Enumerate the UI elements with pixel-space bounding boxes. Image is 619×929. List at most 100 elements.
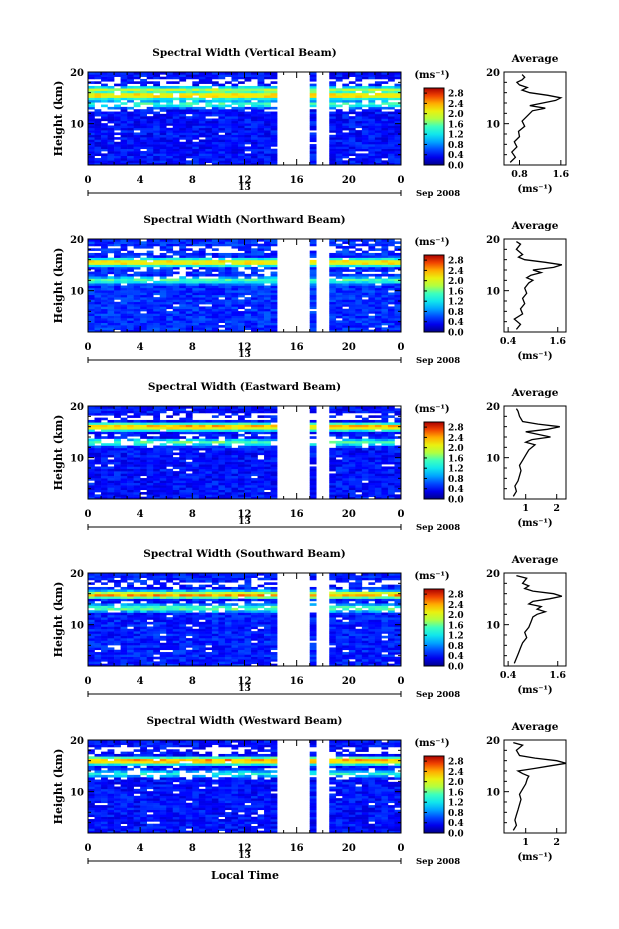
heatmap-cell <box>166 315 174 319</box>
heatmap-cell <box>198 299 206 303</box>
heatmap-cell <box>309 315 317 319</box>
heatmap-cell <box>88 266 95 270</box>
heatmap-cell <box>329 74 337 77</box>
heatmap-cell <box>335 273 343 277</box>
heatmap-cell <box>335 408 343 411</box>
heatmap-cell <box>211 325 219 328</box>
heatmap-cell <box>224 151 232 154</box>
heatmap-cell <box>205 153 213 157</box>
heatmap-cell <box>94 663 102 667</box>
heatmap-cell <box>361 417 369 421</box>
heatmap-cell <box>140 252 147 256</box>
heatmap-cell <box>179 320 187 324</box>
heatmap-cell <box>237 283 245 286</box>
heatmap-cell <box>394 144 402 147</box>
heatmap-cell <box>198 426 206 430</box>
heatmap-cell <box>94 262 102 265</box>
heatmap-cell <box>127 278 134 282</box>
average-frame <box>503 71 567 166</box>
heatmap-cell <box>205 475 213 479</box>
heatmap-cell <box>342 120 350 124</box>
heatmap-cell <box>244 482 252 486</box>
day-label: 13 <box>238 350 251 360</box>
heatmap-cell <box>224 137 232 140</box>
heatmap-cell <box>257 445 265 449</box>
heatmap-cell <box>348 245 356 249</box>
heatmap-cell <box>127 239 134 242</box>
heatmap-cell <box>133 292 141 296</box>
heatmap-cell <box>179 475 187 479</box>
heatmap-cell <box>251 257 258 261</box>
heatmap-cell <box>133 496 141 500</box>
heatmap-cell <box>368 83 376 87</box>
heatmap-cell <box>127 153 134 157</box>
heatmap-cell <box>127 76 134 80</box>
heatmap-cell <box>211 431 219 435</box>
heatmap-cell <box>198 162 206 166</box>
heatmap-cell <box>133 245 141 249</box>
heatmap-cell <box>374 299 382 303</box>
heatmap-cell <box>153 264 161 268</box>
heatmap-cell <box>361 85 369 89</box>
heatmap-cell <box>231 123 239 126</box>
heatmap-cell <box>211 280 219 284</box>
heatmap-cell <box>211 426 219 430</box>
heatmap-cell <box>172 243 180 247</box>
heatmap-cell <box>107 603 115 606</box>
heatmap-cell <box>361 125 369 129</box>
heatmap-cell <box>368 132 376 136</box>
heatmap-cell <box>205 252 213 256</box>
heatmap-cell <box>257 120 265 124</box>
heatmap-cell <box>192 422 200 425</box>
heatmap-cell <box>120 252 128 256</box>
heatmap-cell <box>159 445 167 449</box>
heatmap-cell <box>94 74 102 77</box>
heatmap-cell <box>198 494 206 497</box>
heatmap-cell <box>192 304 200 307</box>
heatmap-cell <box>381 410 389 414</box>
heatmap-cell <box>270 429 278 432</box>
heatmap-cell <box>355 158 363 161</box>
heatmap-cell <box>342 264 350 268</box>
heatmap-cell <box>107 642 115 646</box>
heatmap-cell <box>348 304 356 307</box>
heatmap-cell <box>355 454 363 458</box>
heatmap-cell <box>342 113 350 117</box>
heatmap-cell <box>114 640 121 644</box>
heatmap-cell <box>94 322 102 326</box>
heatmap-cell <box>218 125 226 129</box>
heatmap-cell <box>114 146 121 150</box>
heatmap-cell <box>361 255 369 258</box>
heatmap-cell <box>140 257 147 261</box>
heatmap-cell <box>231 264 239 268</box>
heatmap-cell <box>368 431 376 435</box>
heatmap-cell <box>257 151 265 154</box>
heatmap-cell <box>374 471 382 474</box>
heatmap-cell <box>374 419 382 423</box>
heatmap-cell <box>264 485 271 488</box>
heatmap-cell <box>166 90 174 94</box>
heatmap-cell <box>127 311 134 314</box>
heatmap-cell <box>257 141 265 145</box>
heatmap-cell <box>127 478 134 481</box>
heatmap-cell <box>361 116 369 119</box>
colorbar-unit-label: (ms⁻¹) <box>414 237 449 248</box>
heatmap-cell <box>335 130 343 133</box>
heatmap-cell <box>127 264 134 268</box>
heatmap-cell <box>374 109 382 112</box>
heatmap-cell <box>185 419 193 423</box>
day-label: 13 <box>238 183 251 193</box>
heatmap-cell <box>355 99 363 103</box>
heatmap-cell <box>107 473 115 477</box>
heatmap-cell <box>88 111 95 115</box>
heatmap-cell <box>257 99 265 103</box>
heatmap-cell <box>231 422 239 425</box>
heatmap-cell <box>335 153 343 157</box>
heatmap-cell <box>107 633 115 637</box>
heatmap-cell <box>381 438 389 442</box>
heatmap-cell <box>192 450 200 453</box>
heatmap-cell <box>205 271 213 275</box>
heatmap-cell <box>374 306 382 310</box>
heatmap-cell <box>172 297 180 300</box>
heatmap-cell <box>309 485 317 488</box>
